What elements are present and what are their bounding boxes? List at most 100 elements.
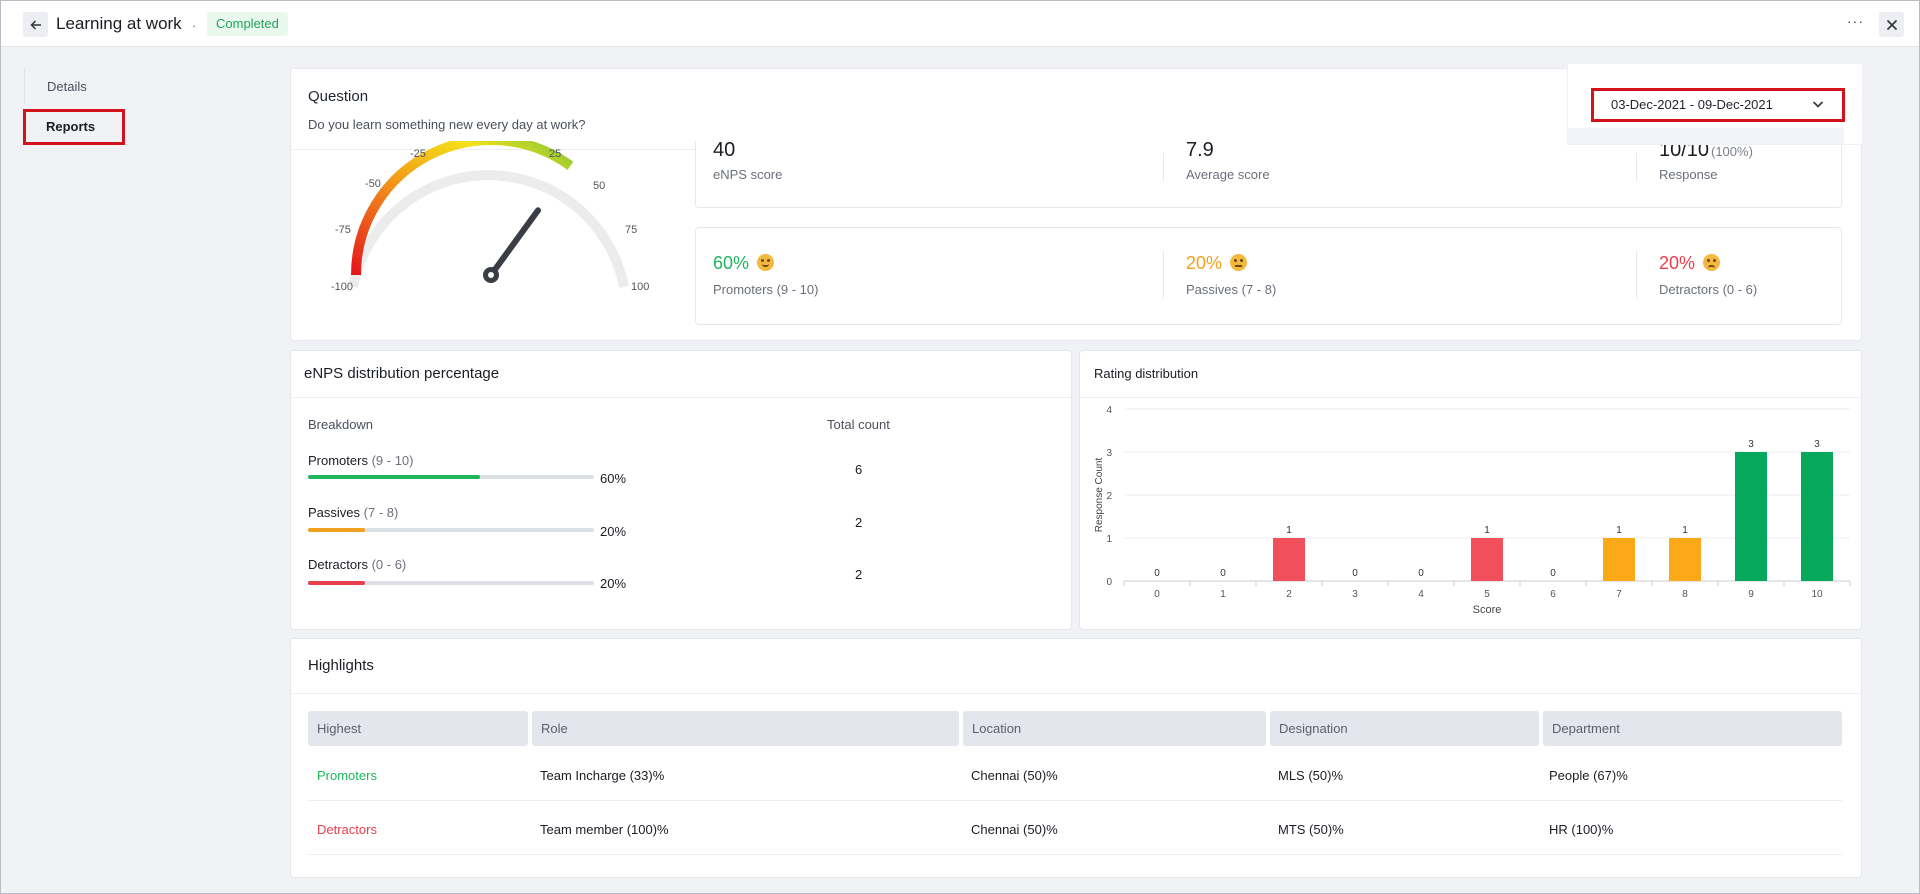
column-header-role: Role: [532, 711, 959, 746]
rating-chart-title: Rating distribution: [1094, 366, 1199, 381]
x-tick-label: 9: [1748, 589, 1754, 600]
bar-value-label: 1: [1616, 525, 1622, 536]
close-button[interactable]: [1879, 12, 1904, 37]
distribution-title: eNPS distribution percentage: [304, 365, 500, 382]
happy-face-icon: [757, 254, 775, 271]
top-bar: Learning at work . Completed ···: [1, 1, 1919, 47]
y-axis-title: Response Count: [1094, 458, 1105, 533]
bar-value-label: 1: [1682, 525, 1688, 536]
breakdown-row-percent: 20%: [600, 524, 627, 539]
y-tick-label: 1: [1106, 534, 1112, 545]
breakdown-row-percent: 60%: [600, 471, 627, 486]
average-score-value: 7.9: [1186, 139, 1214, 161]
gauge-tick-label: 25: [549, 148, 561, 160]
gauge-tick-label: 75: [625, 224, 637, 236]
status-badge: Completed: [207, 12, 288, 36]
question-text: Do you learn something new every day at …: [308, 117, 586, 132]
breakdown-row-count: 6: [855, 462, 863, 477]
sidebar-item-reports[interactable]: Reports: [23, 109, 125, 145]
title-separator: .: [192, 14, 196, 30]
sidebar-item-details[interactable]: Details: [24, 69, 126, 105]
bar-value-label: 1: [1286, 525, 1292, 536]
gauge-tick-label: -50: [365, 178, 381, 190]
question-label: Question: [308, 88, 369, 105]
highlights-title: Highlights: [308, 657, 374, 674]
detractors-progress-fill: [308, 581, 366, 585]
highlights-card: [290, 638, 1862, 878]
bar-value-label: 3: [1814, 439, 1820, 450]
highlight-row-department: People (67)%: [1549, 768, 1628, 783]
bar: [1603, 538, 1635, 581]
highlight-row-designation: MLS (50)%: [1278, 768, 1344, 783]
enps-distribution-card: [290, 350, 1072, 630]
gauge-tick-label: -25: [410, 148, 426, 160]
promoters-percent: 60%: [713, 253, 775, 274]
chevron-down-icon: [1812, 101, 1824, 108]
bar: [1471, 538, 1503, 581]
highlight-row-department: HR (100)%: [1549, 822, 1614, 837]
x-tick-label: 0: [1154, 589, 1160, 600]
passives-percent: 20%: [1186, 253, 1248, 274]
back-button[interactable]: [23, 12, 48, 37]
divider: [291, 693, 1861, 694]
highlight-row-highest: Promoters: [317, 768, 377, 783]
divider: [1163, 251, 1164, 299]
highlight-row-location: Chennai (50)%: [971, 822, 1058, 837]
x-tick-label: 7: [1616, 589, 1622, 600]
column-header-location: Location: [963, 711, 1266, 746]
column-header-designation: Designation: [1270, 711, 1539, 746]
bar: [1801, 452, 1833, 581]
bar-value-label: 3: [1748, 439, 1754, 450]
bar-value-label: 0: [1220, 568, 1226, 579]
x-tick-label: 8: [1682, 589, 1688, 600]
passives-progress-track: [308, 528, 594, 532]
rating-distribution-chart: 0 1 2 3 4 0 0 0 1 1 2 0 3 0 4 1 5 0 6 1 7 1 8 3 9 3 10 Score Respons…: [1094, 405, 1851, 616]
date-range-value: 03-Dec-2021 - 09-Dec-2021: [1611, 97, 1773, 112]
table-row-divider: [308, 800, 1842, 801]
divider: [1080, 397, 1861, 398]
bar-value-label: 0: [1550, 568, 1556, 579]
x-axis-title: Score: [1473, 604, 1502, 616]
breakdown-row-count: 2: [855, 567, 863, 582]
date-range-select[interactable]: 03-Dec-2021 - 09-Dec-2021: [1591, 88, 1845, 122]
rating-distribution-card: [1079, 350, 1862, 630]
sad-face-icon: [1703, 254, 1721, 271]
stats-card: [695, 141, 1842, 208]
bar: [1735, 452, 1767, 581]
x-tick-label: 6: [1550, 589, 1556, 600]
response-percent: (100%): [1711, 144, 1753, 159]
breakdown-row-label: Detractors (0 - 6): [308, 557, 407, 572]
x-tick-label: 10: [1811, 589, 1823, 600]
divider: [1636, 153, 1637, 181]
detractors-percent: 20%: [1659, 253, 1721, 274]
column-header-department: Department: [1543, 711, 1842, 746]
response-label: Response: [1659, 167, 1718, 182]
total-count-header: Total count: [827, 417, 890, 432]
gauge-tick-label: -100: [331, 281, 353, 293]
enps-score-label: eNPS score: [713, 167, 783, 182]
y-tick-label: 0: [1106, 577, 1112, 588]
breakdown-row-label: Promoters (9 - 10): [308, 453, 414, 468]
promoters-progress-track: [308, 475, 594, 479]
groups-card: [695, 227, 1842, 325]
detractors-progress-track: [308, 581, 594, 585]
y-tick-label: 3: [1106, 448, 1112, 459]
x-tick-label: 4: [1418, 589, 1424, 600]
breakdown-row-count: 2: [855, 515, 863, 530]
x-tick-label: 1: [1220, 589, 1226, 600]
column-header-highest: Highest: [308, 711, 528, 746]
enps-score-value: 40: [713, 139, 736, 161]
divider: [291, 397, 1071, 398]
highlight-row-highest: Detractors: [317, 822, 377, 837]
breakdown-row-percent: 20%: [600, 576, 627, 591]
highlight-row-role: Team member (100)%: [540, 822, 669, 837]
x-tick-label: 3: [1352, 589, 1358, 600]
gauge-tick-label: 100: [631, 281, 649, 293]
highlight-row-role: Team Incharge (33)%: [540, 768, 665, 783]
highlight-row-location: Chennai (50)%: [971, 768, 1058, 783]
breakdown-row-label: Passives (7 - 8): [308, 505, 399, 520]
divider: [1163, 153, 1164, 181]
bar-value-label: 1: [1484, 525, 1490, 536]
gauge-tick-label: 50: [593, 180, 605, 192]
more-options-icon[interactable]: ···: [1847, 13, 1864, 29]
